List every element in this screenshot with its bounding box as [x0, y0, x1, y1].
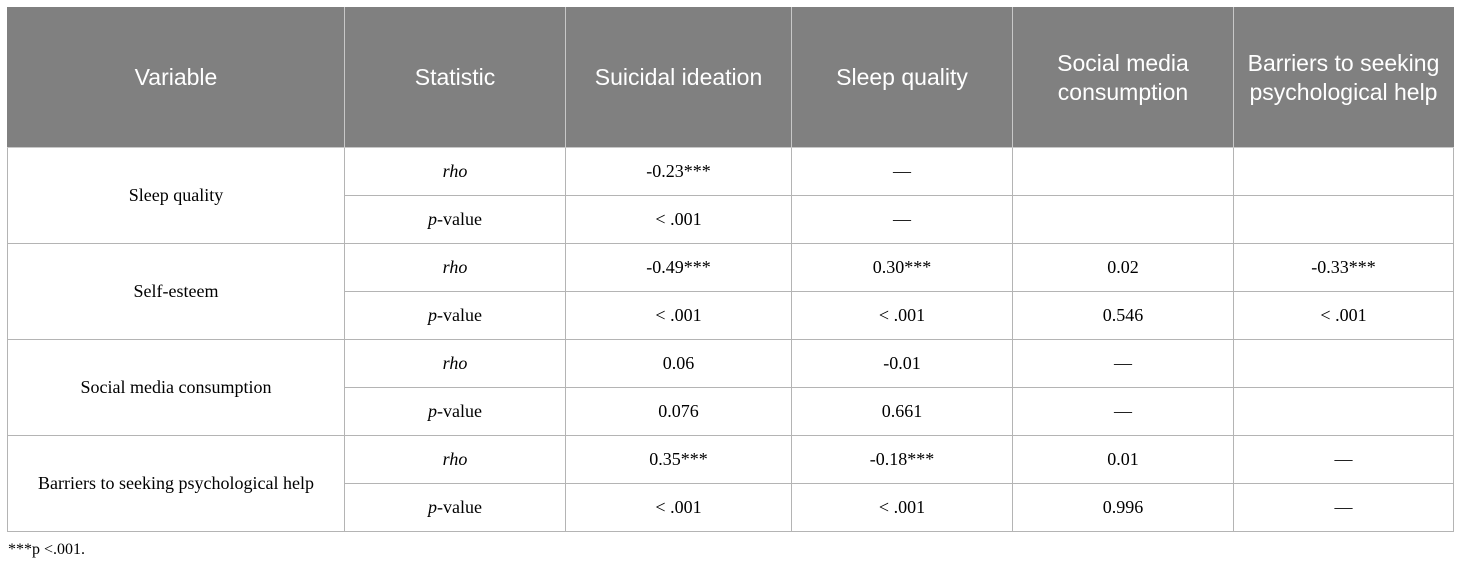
table-row: p-value < .001 —: [8, 195, 1454, 244]
header-variable: Variable: [7, 7, 345, 148]
row-variable-label: Sleep quality: [7, 147, 345, 244]
pvalue-suffix: -value: [437, 305, 482, 325]
statistic-pvalue: p-value: [344, 291, 566, 340]
header-social-media-consumption: Social media consumption: [1012, 7, 1234, 148]
header-barriers: Barriers to seeking psychological help: [1233, 7, 1454, 148]
p-italic: p: [428, 401, 437, 421]
cell-value: 0.35***: [565, 435, 792, 484]
cell-value: < .001: [565, 483, 792, 532]
cell-value: —: [791, 147, 1013, 196]
statistic-rho: rho: [344, 435, 566, 484]
cell-value: -0.23***: [565, 147, 792, 196]
statistic-pvalue: p-value: [344, 483, 566, 532]
table-row: p-value 0.076 0.661 —: [8, 387, 1454, 436]
cell-value: 0.02: [1012, 243, 1234, 292]
statistic-pvalue: p-value: [344, 195, 566, 244]
table-row: Self-esteem rho -0.49*** 0.30*** 0.02 -0…: [7, 243, 1454, 340]
cell-value: 0.076: [565, 387, 792, 436]
statistic-rho: rho: [344, 243, 566, 292]
correlation-table: Variable Statistic Suicidal ideation Sle…: [7, 7, 1454, 532]
cell-value: 0.06: [565, 339, 792, 388]
header-suicidal-ideation: Suicidal ideation: [565, 7, 792, 148]
cell-value: [1233, 147, 1454, 196]
cell-value: [1233, 195, 1454, 244]
row-variable-label: Self-esteem: [7, 243, 345, 340]
cell-value: [1233, 339, 1454, 388]
cell-value: < .001: [791, 291, 1013, 340]
header-statistic: Statistic: [344, 7, 566, 148]
cell-value: 0.661: [791, 387, 1013, 436]
table-row: Social media consumption rho 0.06 -0.01 …: [7, 339, 1454, 436]
cell-value: 0.30***: [791, 243, 1013, 292]
cell-value: —: [1012, 387, 1234, 436]
statistic-rho: rho: [344, 339, 566, 388]
cell-value: < .001: [565, 291, 792, 340]
p-italic: p: [428, 497, 437, 517]
table-row: p-value < .001 < .001 0.996 —: [8, 483, 1454, 532]
p-italic: p: [428, 209, 437, 229]
p-italic: p: [428, 305, 437, 325]
statistic-pvalue: p-value: [344, 387, 566, 436]
table-row: p-value < .001 < .001 0.546 < .001: [8, 291, 1454, 340]
header-row: Variable Statistic Suicidal ideation Sle…: [7, 7, 1454, 148]
row-variable-label: Barriers to seeking psychological help: [7, 435, 345, 532]
cell-value: —: [791, 195, 1013, 244]
cell-value: —: [1233, 435, 1454, 484]
cell-value: < .001: [791, 483, 1013, 532]
cell-value: < .001: [565, 195, 792, 244]
cell-value: -0.33***: [1233, 243, 1454, 292]
pvalue-suffix: -value: [437, 401, 482, 421]
header-sleep-quality: Sleep quality: [791, 7, 1013, 148]
pvalue-suffix: -value: [437, 209, 482, 229]
cell-value: [1012, 195, 1234, 244]
cell-value: 0.996: [1012, 483, 1234, 532]
statistic-rho: rho: [344, 147, 566, 196]
cell-value: [1012, 147, 1234, 196]
cell-value: —: [1233, 483, 1454, 532]
table-footnote: ***p <.001.: [8, 541, 86, 558]
cell-value: -0.18***: [791, 435, 1013, 484]
cell-value: 0.546: [1012, 291, 1234, 340]
cell-value: 0.01: [1012, 435, 1234, 484]
cell-value: < .001: [1233, 291, 1454, 340]
cell-value: -0.01: [791, 339, 1013, 388]
cell-value: -0.49***: [565, 243, 792, 292]
cell-value: —: [1012, 339, 1234, 388]
cell-value: [1233, 387, 1454, 436]
row-variable-label: Social media consumption: [7, 339, 345, 436]
pvalue-suffix: -value: [437, 497, 482, 517]
table-row: Sleep quality rho -0.23*** —: [7, 147, 1454, 244]
table-row: Barriers to seeking psychological help r…: [7, 435, 1454, 532]
